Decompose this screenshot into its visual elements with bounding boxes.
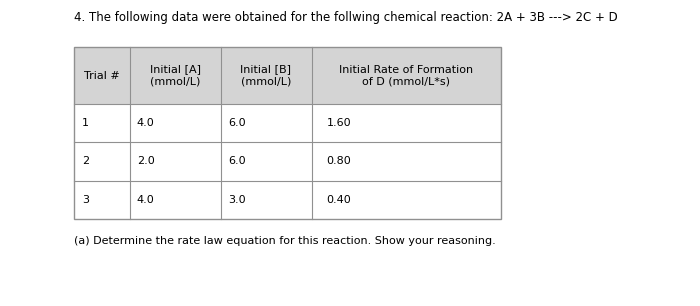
Text: Trial #: Trial # bbox=[83, 71, 120, 81]
Text: (a) Determine the rate law equation for this reaction. Show your reasoning.: (a) Determine the rate law equation for … bbox=[74, 236, 496, 246]
Text: 4.0: 4.0 bbox=[136, 118, 155, 128]
Text: 6.0: 6.0 bbox=[228, 118, 246, 128]
Text: 6.0: 6.0 bbox=[228, 156, 246, 166]
Bar bbox=[74, 47, 500, 219]
Text: 0.80: 0.80 bbox=[327, 156, 351, 166]
Bar bbox=[74, 47, 500, 104]
Text: 3: 3 bbox=[82, 195, 89, 205]
Text: 4.0: 4.0 bbox=[136, 195, 155, 205]
Text: 0.40: 0.40 bbox=[327, 195, 351, 205]
Text: Initial Rate of Formation
of D (mmol/L*s): Initial Rate of Formation of D (mmol/L*s… bbox=[339, 65, 473, 87]
Text: Initial [B]
(mmol/L): Initial [B] (mmol/L) bbox=[241, 65, 291, 87]
Text: 1: 1 bbox=[82, 118, 89, 128]
Text: 4. The following data were obtained for the follwing chemical reaction: 2A + 3B : 4. The following data were obtained for … bbox=[74, 11, 617, 24]
Text: 2: 2 bbox=[82, 156, 89, 166]
Text: 3.0: 3.0 bbox=[228, 195, 246, 205]
Bar bbox=[74, 104, 500, 219]
Text: Initial [A]
(mmol/L): Initial [A] (mmol/L) bbox=[150, 65, 200, 87]
Text: 2.0: 2.0 bbox=[136, 156, 155, 166]
Text: 1.60: 1.60 bbox=[327, 118, 351, 128]
